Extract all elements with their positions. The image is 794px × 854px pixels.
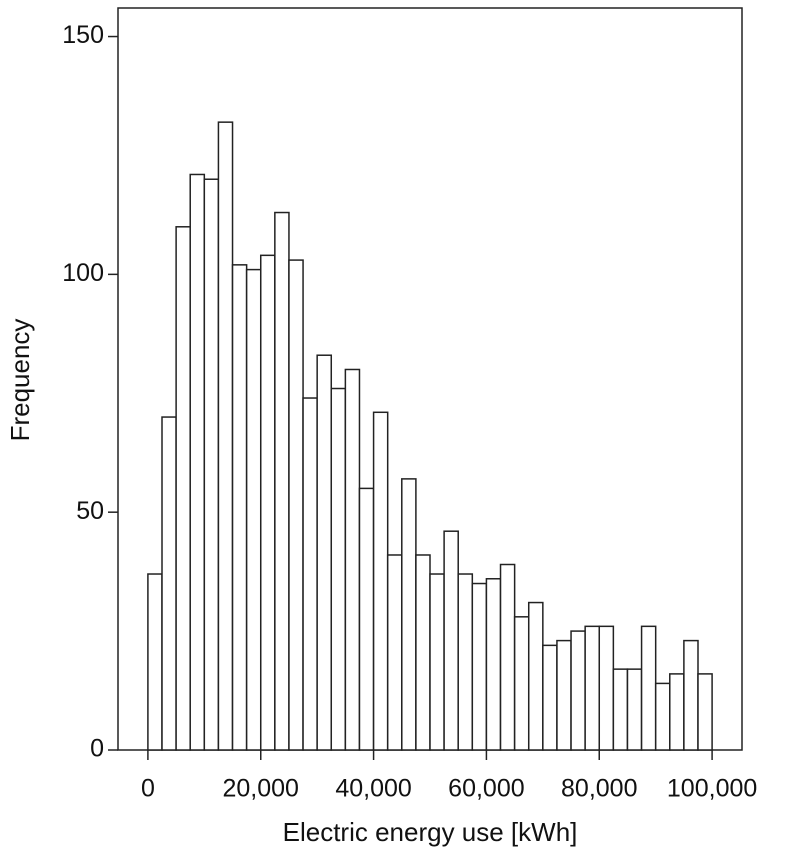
bar	[598, 625, 615, 751]
bar	[147, 573, 163, 751]
bar	[527, 601, 544, 751]
y-axis-title: Frequency	[5, 319, 35, 442]
y-tick-label: 150	[62, 21, 104, 49]
bar	[584, 625, 601, 751]
bar	[542, 644, 558, 751]
bar	[669, 673, 685, 751]
bar	[189, 173, 206, 751]
bar	[372, 411, 389, 751]
bar	[401, 478, 417, 751]
x-tick-label: 20,000	[223, 775, 299, 803]
bar	[570, 630, 586, 751]
bar	[654, 682, 671, 751]
bar	[274, 211, 290, 751]
bar	[358, 487, 375, 751]
bar	[302, 397, 318, 751]
bar	[330, 387, 347, 751]
bar	[175, 226, 191, 751]
bar	[640, 625, 657, 751]
x-axis-title: Electric energy use [kWh]	[283, 817, 578, 847]
bar	[556, 639, 572, 751]
bar	[471, 582, 488, 751]
bar	[203, 178, 220, 751]
bar	[231, 264, 248, 751]
x-tick-label: 60,000	[448, 775, 524, 803]
bar	[217, 121, 234, 751]
bar	[316, 354, 333, 751]
x-tick-label: 0	[141, 775, 155, 803]
y-tick-label: 50	[76, 497, 104, 525]
y-tick-label: 0	[90, 735, 104, 763]
bar	[344, 368, 361, 751]
bar	[415, 554, 431, 751]
bar	[288, 259, 304, 751]
bar	[457, 573, 474, 751]
bar	[683, 639, 699, 751]
bar	[499, 563, 516, 751]
bar	[245, 268, 262, 751]
bar	[429, 573, 445, 751]
bar	[697, 673, 713, 751]
y-tick-label: 100	[62, 259, 104, 287]
bar	[612, 668, 629, 751]
bar	[513, 616, 530, 751]
bar	[259, 254, 276, 751]
x-tick-label: 100,000	[667, 775, 757, 803]
bar	[443, 530, 459, 751]
x-tick-label: 40,000	[335, 775, 411, 803]
bar	[161, 416, 177, 751]
bar	[386, 554, 403, 751]
x-tick-label: 80,000	[561, 775, 637, 803]
bar	[485, 578, 502, 751]
bar	[626, 668, 643, 751]
